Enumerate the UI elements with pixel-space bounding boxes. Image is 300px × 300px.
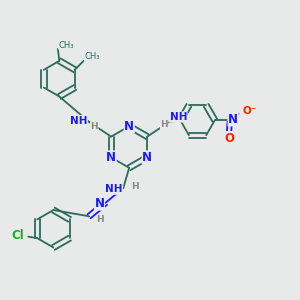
Text: CH₃: CH₃ <box>85 52 100 62</box>
Text: H: H <box>132 182 139 191</box>
Text: H: H <box>97 215 104 224</box>
Text: O: O <box>224 132 234 145</box>
Text: N: N <box>94 197 104 210</box>
Text: NH: NH <box>169 112 187 122</box>
Text: H: H <box>90 122 98 131</box>
Text: CH₃: CH₃ <box>59 40 74 50</box>
Text: N: N <box>228 113 238 126</box>
Text: Cl: Cl <box>11 229 24 242</box>
Text: O⁻: O⁻ <box>242 106 256 116</box>
Text: H: H <box>160 120 168 129</box>
Text: NH: NH <box>105 184 123 194</box>
Text: N: N <box>142 151 152 164</box>
Text: N: N <box>106 151 116 164</box>
Text: NH: NH <box>70 116 87 126</box>
Text: N: N <box>124 120 134 133</box>
